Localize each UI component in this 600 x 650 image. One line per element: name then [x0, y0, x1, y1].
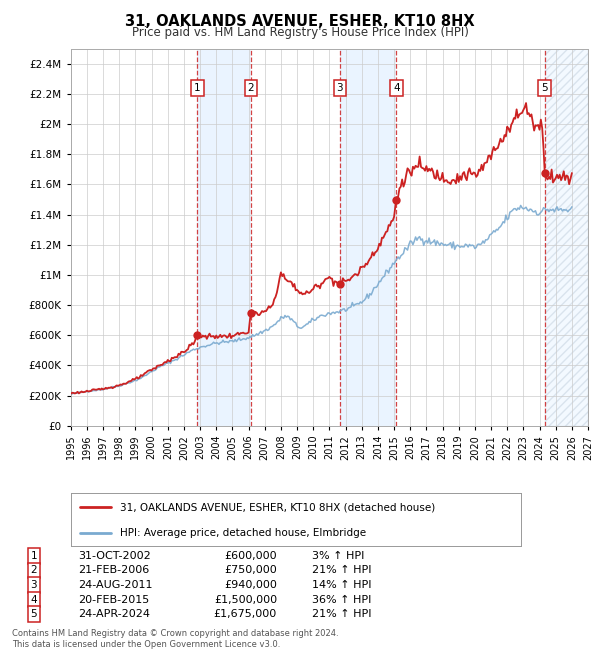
Text: 24-APR-2024: 24-APR-2024	[78, 609, 150, 619]
Bar	[340, 49, 397, 426]
Text: 21% ↑ HPI: 21% ↑ HPI	[311, 609, 371, 619]
Text: 24-AUG-2011: 24-AUG-2011	[78, 580, 153, 590]
Text: 4: 4	[31, 595, 37, 604]
Text: £750,000: £750,000	[224, 566, 277, 575]
Text: 21-FEB-2006: 21-FEB-2006	[78, 566, 149, 575]
Bar	[197, 49, 251, 426]
Text: 1: 1	[194, 83, 200, 94]
Text: £1,500,000: £1,500,000	[214, 595, 277, 604]
Text: 20-FEB-2015: 20-FEB-2015	[78, 595, 149, 604]
Text: 4: 4	[393, 83, 400, 94]
Bar	[545, 49, 588, 426]
Text: HPI: Average price, detached house, Elmbridge: HPI: Average price, detached house, Elmb…	[120, 528, 367, 538]
Text: 5: 5	[541, 83, 548, 94]
Text: Contains HM Land Registry data © Crown copyright and database right 2024.: Contains HM Land Registry data © Crown c…	[12, 629, 338, 638]
Text: 3: 3	[31, 580, 37, 590]
Text: 36% ↑ HPI: 36% ↑ HPI	[311, 595, 371, 604]
Text: 2: 2	[248, 83, 254, 94]
Text: 1: 1	[31, 551, 37, 561]
Text: 31, OAKLANDS AVENUE, ESHER, KT10 8HX: 31, OAKLANDS AVENUE, ESHER, KT10 8HX	[125, 14, 475, 29]
Text: 21% ↑ HPI: 21% ↑ HPI	[311, 566, 371, 575]
Text: Price paid vs. HM Land Registry's House Price Index (HPI): Price paid vs. HM Land Registry's House …	[131, 26, 469, 39]
Text: 14% ↑ HPI: 14% ↑ HPI	[311, 580, 371, 590]
Text: £940,000: £940,000	[224, 580, 277, 590]
Text: 31-OCT-2002: 31-OCT-2002	[78, 551, 151, 561]
Text: 31, OAKLANDS AVENUE, ESHER, KT10 8HX (detached house): 31, OAKLANDS AVENUE, ESHER, KT10 8HX (de…	[120, 502, 436, 512]
Text: 2: 2	[31, 566, 37, 575]
Text: £1,675,000: £1,675,000	[214, 609, 277, 619]
Text: 5: 5	[31, 609, 37, 619]
Text: This data is licensed under the Open Government Licence v3.0.: This data is licensed under the Open Gov…	[12, 640, 280, 649]
Text: 3% ↑ HPI: 3% ↑ HPI	[311, 551, 364, 561]
Text: £600,000: £600,000	[224, 551, 277, 561]
Text: 3: 3	[337, 83, 343, 94]
